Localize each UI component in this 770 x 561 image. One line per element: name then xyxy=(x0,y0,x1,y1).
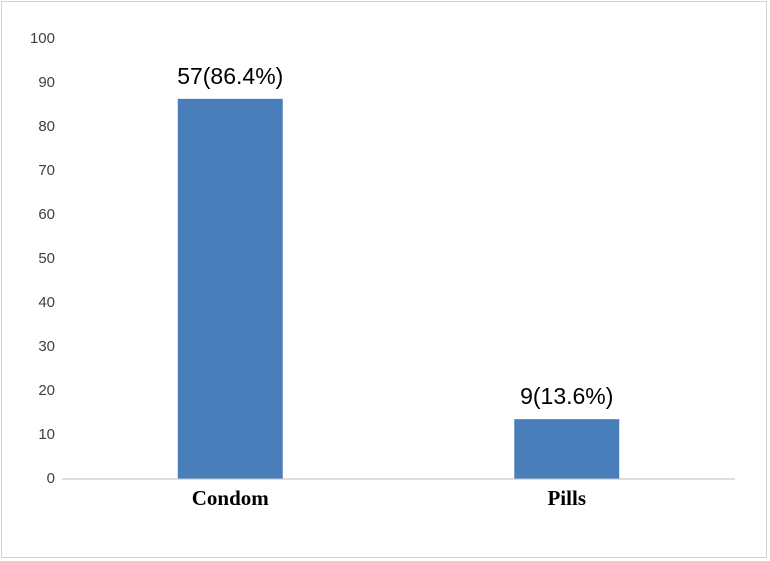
y-tick-label: 20 xyxy=(38,382,55,399)
y-tick-label: 60 xyxy=(38,206,55,223)
y-tick-label: 30 xyxy=(38,338,55,355)
value-label: 57(86.4%) xyxy=(177,63,283,89)
x-tick-label: Pills xyxy=(547,486,586,510)
y-tick-label: 50 xyxy=(38,250,55,267)
bar xyxy=(514,419,620,479)
y-tick-label: 100 xyxy=(30,30,55,47)
y-tick-label: 10 xyxy=(38,426,55,443)
bar xyxy=(177,98,283,479)
y-tick-label: 0 xyxy=(47,470,55,487)
y-tick-label: 70 xyxy=(38,162,55,179)
value-label: 9(13.6%) xyxy=(520,383,613,409)
y-tick-label: 80 xyxy=(38,118,55,135)
y-tick-label: 40 xyxy=(38,294,55,311)
x-tick-label: Condom xyxy=(192,486,270,510)
y-tick-label: 90 xyxy=(38,74,55,91)
